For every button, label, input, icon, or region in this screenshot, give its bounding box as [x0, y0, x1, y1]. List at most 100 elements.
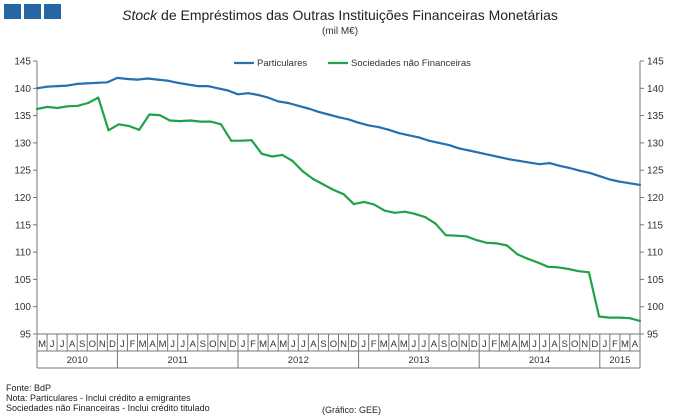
y-tick-label-left: 115: [15, 220, 31, 231]
data-point-particulares: [598, 175, 601, 178]
data-point-particulares: [297, 104, 300, 107]
data-point-sociedades: [250, 139, 253, 142]
data-point-particulares: [628, 182, 632, 185]
data-point-sociedades: [557, 266, 560, 269]
x-month-label: O: [450, 339, 457, 350]
data-point-sociedades: [56, 106, 59, 110]
data-point-sociedades: [598, 315, 601, 318]
x-year-label: 2011: [167, 355, 187, 366]
data-point-particulares: [236, 93, 240, 96]
data-point-particulares: [267, 96, 270, 99]
data-point-particulares: [377, 126, 380, 129]
x-month-label: M: [520, 339, 528, 350]
x-month-label: F: [130, 339, 136, 350]
x-month-label: D: [591, 339, 598, 350]
x-month-label: J: [50, 339, 55, 350]
x-month-label: S: [79, 339, 85, 350]
data-point-sociedades: [495, 242, 498, 245]
x-month-label: J: [602, 339, 607, 350]
data-point-particulares: [86, 82, 89, 85]
data-point-particulares: [317, 110, 320, 113]
data-point-sociedades: [414, 212, 417, 215]
chart-title-italic: Stock: [122, 7, 158, 23]
data-point-sociedades: [209, 120, 212, 123]
data-point-sociedades: [260, 152, 263, 155]
x-month-label: J: [412, 339, 417, 350]
y-tick-label-left: 145: [14, 57, 31, 68]
data-point-sociedades: [403, 210, 406, 213]
data-point-sociedades: [485, 241, 488, 244]
x-month-label: J: [170, 339, 175, 350]
x-month-label: N: [99, 339, 106, 350]
data-point-sociedades: [546, 265, 550, 268]
data-point-particulares: [608, 178, 612, 181]
series-line-particulares: [36, 76, 641, 186]
x-month-label: A: [391, 339, 398, 350]
y-tick-label-right: 115: [647, 220, 663, 231]
legend-label-particulares: Particulares: [257, 58, 307, 69]
x-month-label: N: [461, 339, 468, 350]
data-point-particulares: [126, 77, 129, 81]
data-point-sociedades: [424, 216, 427, 219]
x-month-label: A: [511, 339, 518, 350]
x-month-label: J: [361, 339, 366, 350]
data-point-sociedades: [444, 234, 447, 237]
data-point-particulares: [448, 144, 451, 147]
y-tick-label-left: 125: [14, 166, 31, 177]
data-point-sociedades: [219, 123, 223, 126]
logo-square: [4, 4, 21, 19]
data-point-sociedades: [199, 120, 202, 123]
data-point-sociedades: [66, 105, 69, 108]
data-point-sociedades: [97, 96, 100, 99]
y-tick-label-left: 95: [20, 330, 32, 341]
chart-subtitle: (mil M€): [321, 26, 359, 37]
data-point-particulares: [427, 139, 431, 142]
data-point-sociedades: [87, 101, 90, 105]
data-point-particulares: [588, 171, 591, 174]
y-tick-label-right: 140: [647, 84, 664, 95]
x-month-label: J: [291, 339, 296, 350]
y-tick-label-left: 135: [14, 111, 31, 122]
data-point-sociedades: [291, 159, 294, 162]
data-point-particulares: [558, 164, 561, 167]
y-tick-label-right: 110: [647, 248, 663, 259]
x-month-label: O: [330, 339, 337, 350]
y-tick-label-left: 110: [15, 248, 31, 259]
y-tick-label-left: 130: [14, 138, 31, 149]
x-month-label: N: [340, 339, 347, 350]
y-tick-label-right: 125: [647, 166, 664, 177]
data-point-particulares: [387, 128, 390, 131]
data-point-particulares: [56, 85, 59, 88]
data-point-particulares: [247, 92, 250, 95]
data-point-particulares: [367, 124, 370, 127]
legend: Particulares Sociedades não Financeiras: [234, 58, 471, 69]
data-point-particulares: [357, 121, 360, 124]
x-year-label: 2014: [529, 355, 550, 366]
x-month-label: S: [441, 339, 447, 350]
data-point-sociedades: [301, 170, 304, 173]
data-point-sociedades: [373, 203, 376, 206]
data-point-sociedades: [230, 139, 233, 142]
data-point-sociedades: [454, 234, 458, 237]
x-month-label: J: [241, 339, 246, 350]
footer-credit: (Gráfico: GEE): [322, 405, 382, 415]
x-month-label: D: [471, 339, 478, 350]
x-month-label: J: [301, 339, 306, 350]
data-point-particulares: [176, 81, 179, 84]
data-point-particulares: [568, 166, 571, 170]
data-point-sociedades: [465, 235, 468, 238]
x-month-label: A: [270, 339, 277, 350]
y-tick-label-right: 105: [647, 275, 664, 286]
data-point-particulares: [618, 180, 622, 183]
x-month-label: J: [422, 339, 427, 350]
x-month-label: M: [279, 339, 287, 350]
logo-square: [44, 4, 61, 19]
data-point-particulares: [508, 158, 511, 161]
data-point-sociedades: [127, 124, 131, 128]
y-tick-label-right: 130: [647, 138, 664, 149]
data-point-particulares: [45, 85, 49, 88]
footer-source: Fonte: BdP: [6, 383, 52, 393]
footer-note-1: Nota: Particulares - Inclui crédito a em…: [6, 393, 191, 403]
x-month-label: D: [230, 339, 237, 350]
data-point-sociedades: [138, 128, 141, 131]
